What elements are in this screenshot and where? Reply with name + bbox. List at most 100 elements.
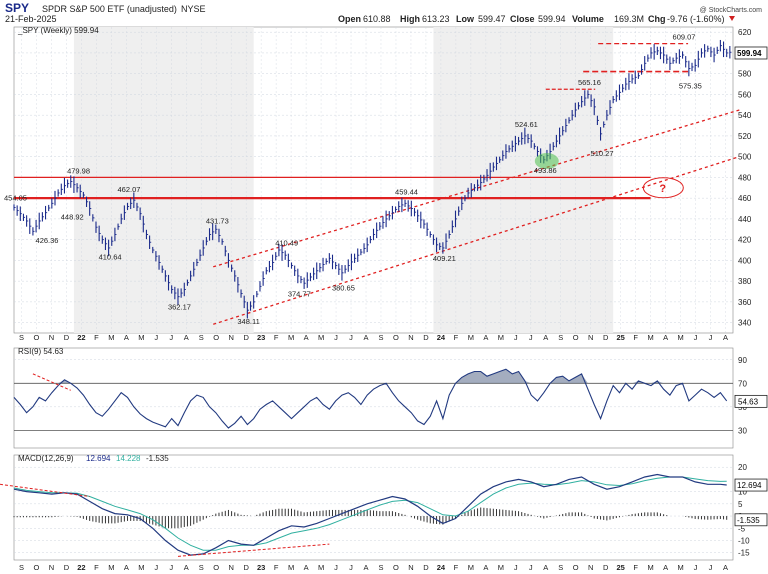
x-axis-month-label-bottom: N [228, 563, 233, 572]
x-axis-month-label-bottom: A [723, 563, 728, 572]
rsi-panel: 3050709054.63 [13, 347, 768, 449]
x-axis-month-label-bottom: J [334, 563, 338, 572]
x-axis-month-label-bottom: J [349, 563, 353, 572]
low-label: Low [456, 14, 475, 24]
price-annotation: 454.05 [4, 193, 27, 202]
price-annotation: 459.44 [395, 188, 418, 197]
x-axis-month-label: D [64, 333, 70, 342]
x-axis-month-label-bottom: N [588, 563, 593, 572]
price-annotation: 493.86 [534, 166, 557, 175]
x-axis-month-label-bottom: J [529, 563, 533, 572]
x-axis-month-label: O [34, 333, 40, 342]
x-axis-month-label: A [663, 333, 668, 342]
chg-label: Chg [648, 14, 666, 24]
price-annotation: 479.98 [67, 166, 90, 175]
x-axis-month-label: 22 [77, 333, 85, 342]
highlight-ellipse [534, 153, 559, 170]
price-annotation: 609.07 [673, 33, 696, 42]
x-axis-month-label: N [49, 333, 54, 342]
price-annotation: 410.64 [99, 252, 122, 261]
x-axis-month-label: M [498, 333, 504, 342]
symbol-label: SPY [5, 1, 29, 15]
x-axis-month-label: M [468, 333, 474, 342]
trend-channel-line [213, 109, 740, 268]
x-axis-month-label: J [514, 333, 518, 342]
question-circle-icon [642, 177, 684, 199]
price-annotation: 448.92 [61, 213, 84, 222]
open-label: Open [338, 14, 361, 24]
price-annotation: 348.11 [237, 317, 259, 326]
price-tick-label: 380 [738, 277, 752, 286]
macd-tick-label: -5 [738, 524, 746, 533]
x-axis-month-label-bottom: J [154, 563, 158, 572]
x-axis-month-label-bottom: A [364, 563, 369, 572]
x-axis-month-label: J [694, 333, 698, 342]
x-axis-month-label-bottom: M [468, 563, 474, 572]
x-axis-month-label: S [199, 333, 204, 342]
macd-legend-value: 12.694 [86, 454, 111, 463]
security-name: SPDR S&P 500 ETF (unadjusted) [42, 4, 177, 14]
x-axis-month-label: 24 [437, 333, 446, 342]
x-axis-month-label-bottom: J [514, 563, 518, 572]
open-value: 610.88 [363, 14, 391, 24]
x-axis-month-label: D [423, 333, 429, 342]
copyright-label: @ StockCharts.com [700, 7, 763, 14]
chart-header: SPY SPDR S&P 500 ETF (unadjusted) NYSE 2… [5, 1, 762, 24]
x-axis-month-label: O [213, 333, 219, 342]
x-axis-month-label-bottom: O [393, 563, 399, 572]
macd-divergence-line-bottom [177, 543, 330, 557]
price-tick-label: 540 [738, 111, 752, 120]
rsi-tick-label: 70 [738, 379, 747, 388]
price-annotation: 410.49 [275, 239, 298, 248]
x-axis-month-label-bottom: D [64, 563, 70, 572]
x-axis-month-label-bottom: M [138, 563, 144, 572]
x-axis-month-label-bottom: J [169, 563, 173, 572]
price-annotation: 374.77 [288, 290, 311, 299]
rsi-divergence-line [32, 373, 71, 391]
x-axis-month-label-bottom: O [34, 563, 40, 572]
x-axis-month-label: F [633, 333, 638, 342]
price-annotation: 462.07 [118, 185, 141, 194]
price-tick-label: 400 [738, 256, 752, 265]
rsi-tick-label: 90 [738, 356, 747, 365]
price-legend: _SPY (Weekly) 599.94 [17, 26, 99, 35]
macd-signal-line [13, 476, 727, 551]
price-annotation: 380.65 [332, 283, 355, 292]
x-axis-month-label-bottom: M [108, 563, 114, 572]
x-axis-month-label-bottom: A [483, 563, 488, 572]
rsi-last-value-label: 54.63 [738, 397, 759, 406]
x-axis-month-label: N [408, 333, 413, 342]
x-axis-month-label-bottom: D [603, 563, 609, 572]
price-annotation: 565.16 [578, 78, 601, 87]
price-tick-label: 520 [738, 132, 752, 141]
chg-value: -9.76 (-1.60%) [667, 14, 725, 24]
x-axis-month-label-bottom: 25 [616, 563, 624, 572]
hist-legend-value: -1.535 [146, 454, 169, 463]
price-tick-label: 560 [738, 90, 752, 99]
price-tick-label: 440 [738, 215, 752, 224]
price-last-value-label: 599.94 [737, 49, 762, 58]
rsi-last-value-box [734, 394, 768, 408]
price-panel: 340 360 380 400 420 440 460 480 500 520 540 560 580 6… [4, 26, 768, 334]
price-annotation: 524.61 [515, 120, 538, 129]
x-axis-month-label: J [529, 333, 533, 342]
macd-divergence-line-top [0, 483, 90, 498]
x-axis-month-label: J [154, 333, 158, 342]
price-tick-label: 420 [738, 236, 752, 245]
price-tick-label: 460 [738, 194, 752, 203]
x-axis-month-label: F [274, 333, 279, 342]
x-axis-month-label: M [677, 333, 683, 342]
trend-channel-line [213, 156, 740, 325]
x-axis-month-label: F [454, 333, 459, 342]
macd-line [13, 473, 727, 556]
close-label: Close [510, 14, 535, 24]
price-annotation: 409.21 [433, 254, 456, 263]
high-value: 613.23 [422, 14, 450, 24]
x-axis-month-label-bottom: S [19, 563, 24, 572]
high-label: High [400, 14, 420, 24]
year-shade-2022 [73, 27, 254, 333]
x-axis-month-label-bottom: O [573, 563, 579, 572]
price-tick-label: 580 [738, 70, 752, 79]
rsi-line [13, 368, 728, 429]
